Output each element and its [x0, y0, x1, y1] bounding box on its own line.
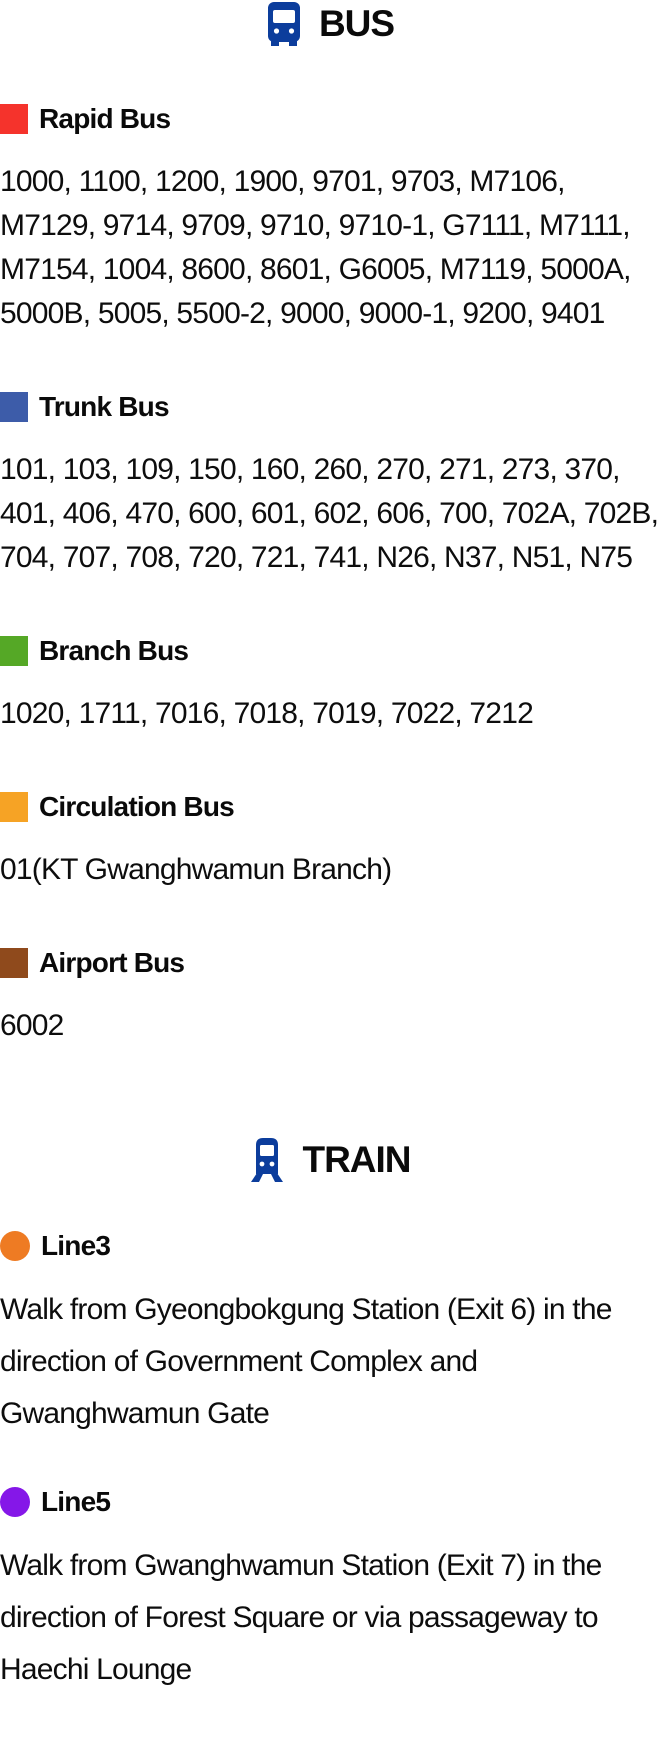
airport-bus-color-swatch: [0, 947, 28, 978]
airport-bus-routes: 6002: [0, 1009, 64, 1042]
line3-label: Line3: [41, 1229, 111, 1261]
line5-label: Line5: [41, 1485, 111, 1517]
line3-description: Walk from Gyeongbokgung Station (Exit 6)…: [0, 1293, 612, 1430]
rapid-bus-heading: Rapid Bus: [0, 103, 661, 134]
train-section-header: TRAIN: [0, 1136, 661, 1184]
line5-description: Walk from Gwanghwamun Station (Exit 7) i…: [0, 1549, 602, 1686]
bus-icon: [267, 1, 301, 47]
rapid-bus-color-swatch: [0, 103, 28, 134]
category-rapid-bus: Rapid Bus 1000, 1100, 1200, 1900, 9701, …: [0, 103, 661, 336]
branch-bus-color-swatch: [0, 635, 28, 666]
line5-bullet: [0, 1486, 30, 1517]
branch-bus-label: Branch Bus: [39, 634, 189, 666]
train-line3: Line3 Walk from Gyeongbokgung Station (E…: [0, 1230, 661, 1440]
airport-bus-heading: Airport Bus: [0, 947, 661, 978]
circulation-bus-color-swatch: [0, 791, 28, 822]
rapid-bus-label: Rapid Bus: [39, 102, 171, 134]
category-airport-bus: Airport Bus 6002: [0, 947, 661, 1048]
branch-bus-heading: Branch Bus: [0, 635, 661, 666]
train-icon: [250, 1137, 284, 1183]
airport-bus-label: Airport Bus: [39, 946, 185, 978]
trunk-bus-heading: Trunk Bus: [0, 391, 661, 422]
rapid-bus-routes: 1000, 1100, 1200, 1900, 9701, 9703, M710…: [0, 165, 631, 330]
trunk-bus-color-swatch: [0, 391, 28, 422]
branch-bus-routes: 1020, 1711, 7016, 7018, 7019, 7022, 7212: [0, 697, 534, 730]
line5-heading: Line5: [0, 1486, 661, 1517]
category-trunk-bus: Trunk Bus 101, 103, 109, 150, 160, 260, …: [0, 391, 661, 580]
train-line5: Line5 Walk from Gwanghwamun Station (Exi…: [0, 1486, 661, 1696]
category-branch-bus: Branch Bus 1020, 1711, 7016, 7018, 7019,…: [0, 635, 661, 736]
circulation-bus-heading: Circulation Bus: [0, 791, 661, 822]
line3-heading: Line3: [0, 1230, 661, 1261]
line3-bullet: [0, 1230, 30, 1261]
circulation-bus-routes: 01(KT Gwanghwamun Branch): [0, 853, 392, 886]
circulation-bus-label: Circulation Bus: [39, 790, 235, 822]
bus-section-title: BUS: [318, 3, 395, 44]
category-circulation-bus: Circulation Bus 01(KT Gwanghwamun Branch…: [0, 791, 661, 892]
train-section-title: TRAIN: [302, 1139, 411, 1180]
trunk-bus-routes: 101, 103, 109, 150, 160, 260, 270, 271, …: [0, 453, 659, 574]
trunk-bus-label: Trunk Bus: [39, 390, 170, 422]
bus-section-header: BUS: [0, 0, 661, 48]
